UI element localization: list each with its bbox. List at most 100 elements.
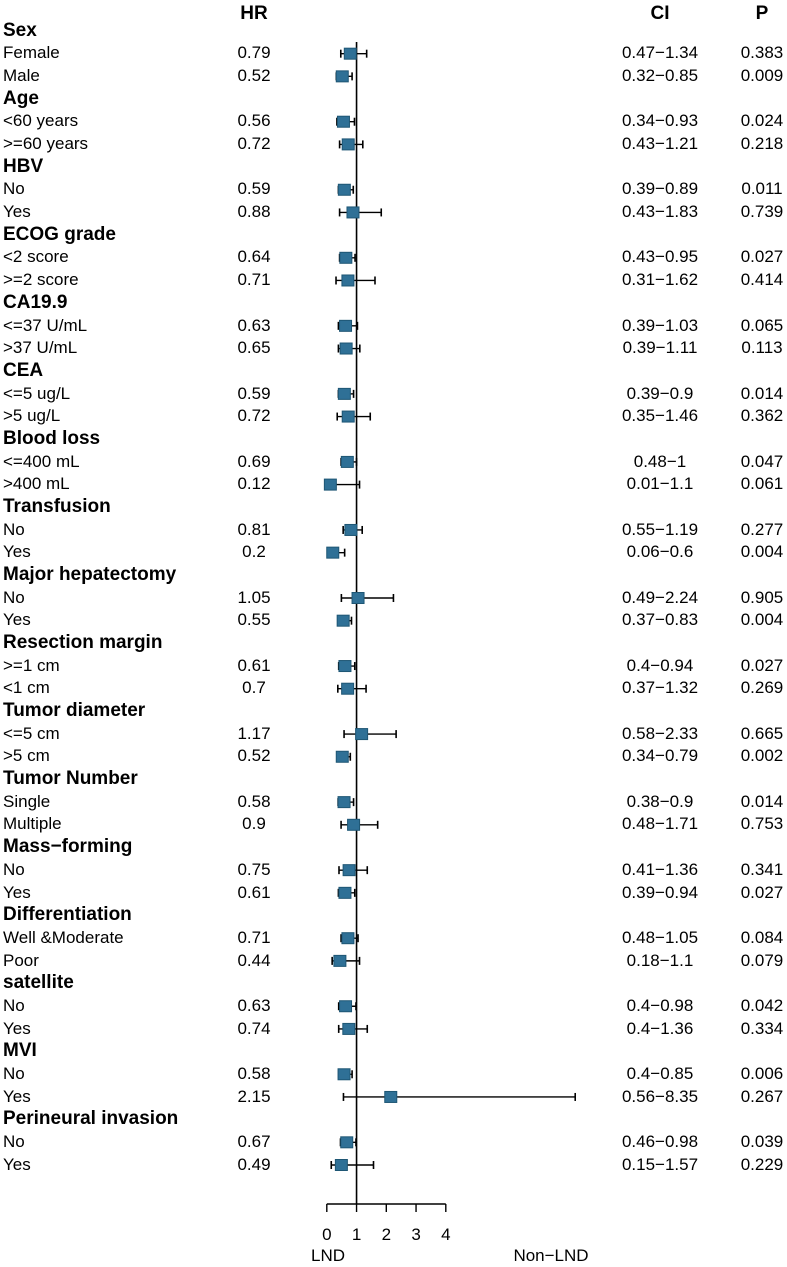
column-header-row: HR CI P <box>0 3 787 26</box>
hr-value: 0.81 <box>237 519 271 539</box>
ci-value: 0.4−1.36 <box>626 1018 694 1038</box>
hr-value: 0.64 <box>237 247 271 267</box>
group-label: MVI <box>3 1040 37 1062</box>
forest-marks-row <box>335 70 353 83</box>
forest-row-item: <=5 cm 1.17 0.58−2.33 0.665 <box>0 723 787 746</box>
forest-row-item: >=2 score 0.71 0.31−1.62 0.414 <box>0 269 787 292</box>
row-label: No <box>3 519 25 539</box>
hr-square-marker <box>341 932 355 945</box>
forest-marks-row <box>342 523 364 536</box>
hr-value: 0.56 <box>237 111 271 131</box>
forest-row-item: >=1 cm 0.61 0.4−0.94 0.027 <box>0 655 787 678</box>
forest-row-item: >5 ug/L 0.72 0.35−1.46 0.362 <box>0 405 787 428</box>
forest-row-group: CEA <box>0 360 787 383</box>
hr-square-marker <box>346 206 360 219</box>
hr-square-marker <box>323 478 337 491</box>
p-value: 0.065 <box>740 315 784 335</box>
forest-row-item: Female 0.79 0.47−1.34 0.383 <box>0 42 787 65</box>
group-label: Differentiation <box>3 904 132 926</box>
row-label: Yes <box>3 202 31 222</box>
forest-row-group: CA19.9 <box>0 292 787 315</box>
forest-marks-row <box>337 1000 357 1013</box>
row-label: Female <box>3 43 60 63</box>
group-label: Tumor Number <box>3 768 138 790</box>
forest-marks-row <box>342 1090 577 1103</box>
row-label: Yes <box>3 1018 31 1038</box>
ci-value: 0.4−0.98 <box>626 995 694 1015</box>
forest-row-item: No 1.05 0.49−2.24 0.905 <box>0 587 787 610</box>
forest-marks-row <box>338 206 383 219</box>
row-label: No <box>3 1131 25 1151</box>
hr-value: 0.69 <box>237 451 271 471</box>
hr-value: 0.71 <box>237 270 271 290</box>
row-label: Yes <box>3 1154 31 1174</box>
forest-marks-row <box>323 478 361 491</box>
hr-value: 0.79 <box>237 43 271 63</box>
forest-row-group: Tumor diameter <box>0 700 787 723</box>
x-axis <box>326 1203 447 1212</box>
forest-row-item: No 0.63 0.4−0.98 0.042 <box>0 995 787 1018</box>
forest-row-group: Transfusion <box>0 496 787 519</box>
forest-row-group: ECOG grade <box>0 224 787 247</box>
axis-arm-label-right: Non−LND <box>513 1246 589 1265</box>
p-value: 0.269 <box>740 678 784 698</box>
forest-marks-row <box>330 1159 375 1171</box>
p-value: 0.334 <box>740 1018 784 1038</box>
x-axis-tick-label: 3 <box>411 1225 421 1244</box>
row-label: Well &Moderate <box>3 927 124 947</box>
forest-row-group: satellite <box>0 972 787 995</box>
group-label: Major hepatectomy <box>3 563 177 585</box>
p-value: 0.341 <box>740 859 784 879</box>
forest-row-item: Yes 0.74 0.4−1.36 0.334 <box>0 1018 787 1041</box>
hr-square-marker <box>337 1068 351 1081</box>
p-value: 0.006 <box>740 1063 784 1083</box>
x-axis-tick-label: 4 <box>441 1225 451 1244</box>
ci-value: 0.48−1.05 <box>621 927 699 947</box>
p-value: 0.014 <box>740 383 784 403</box>
ci-value: 0.47−1.34 <box>621 43 699 63</box>
hr-square-marker <box>341 410 355 423</box>
p-value: 0.002 <box>740 746 784 766</box>
hr-value: 2.15 <box>237 1086 271 1106</box>
hr-square-marker <box>334 1159 348 1171</box>
forest-marks-row <box>326 546 346 559</box>
ci-value: 0.35−1.46 <box>621 406 699 426</box>
ci-value: 0.49−2.24 <box>621 587 699 607</box>
p-value: 0.218 <box>740 134 784 154</box>
group-label: Tumor diameter <box>3 700 146 722</box>
p-value: 0.027 <box>740 655 784 675</box>
ci-value: 0.48−1.71 <box>621 814 699 834</box>
forest-marks-row <box>339 47 368 60</box>
forest-marks-row <box>340 592 395 604</box>
column-header-p: P <box>755 3 769 24</box>
row-label: >400 mL <box>3 474 70 494</box>
hr-value: 0.7 <box>242 678 266 698</box>
hr-square-marker <box>343 47 357 60</box>
ci-value: 0.41−1.36 <box>621 859 699 879</box>
ci-value: 0.55−1.19 <box>621 519 699 539</box>
p-value: 0.267 <box>740 1086 784 1106</box>
forest-marks-row <box>331 954 361 967</box>
group-label: CEA <box>3 359 44 381</box>
hr-value: 0.61 <box>237 882 271 902</box>
forest-row-group: Tumor Number <box>0 768 787 791</box>
forest-marks-row <box>336 410 372 423</box>
p-value: 0.383 <box>740 43 784 63</box>
hr-square-marker <box>342 1022 356 1035</box>
hr-value: 0.55 <box>237 610 271 630</box>
p-value: 0.753 <box>740 814 784 834</box>
forest-row-item: <60 years 0.56 0.34−0.93 0.024 <box>0 110 787 133</box>
p-value: 0.039 <box>740 1131 784 1151</box>
forest-row-item: Yes 2.15 0.56−8.35 0.267 <box>0 1086 787 1109</box>
hr-square-marker <box>351 592 365 604</box>
hr-square-marker <box>336 115 350 128</box>
ci-value: 0.18−1.1 <box>626 950 694 970</box>
forest-marks-row <box>337 1068 353 1081</box>
forest-marks-row <box>339 1136 357 1149</box>
forest-row-item: No 0.67 0.46−0.98 0.039 <box>0 1131 787 1154</box>
p-value: 0.027 <box>740 247 784 267</box>
hr-square-marker <box>355 728 369 741</box>
hr-value: 0.12 <box>237 474 271 494</box>
ci-value: 0.39−1.11 <box>622 338 698 358</box>
hr-value: 0.49 <box>237 1154 271 1174</box>
